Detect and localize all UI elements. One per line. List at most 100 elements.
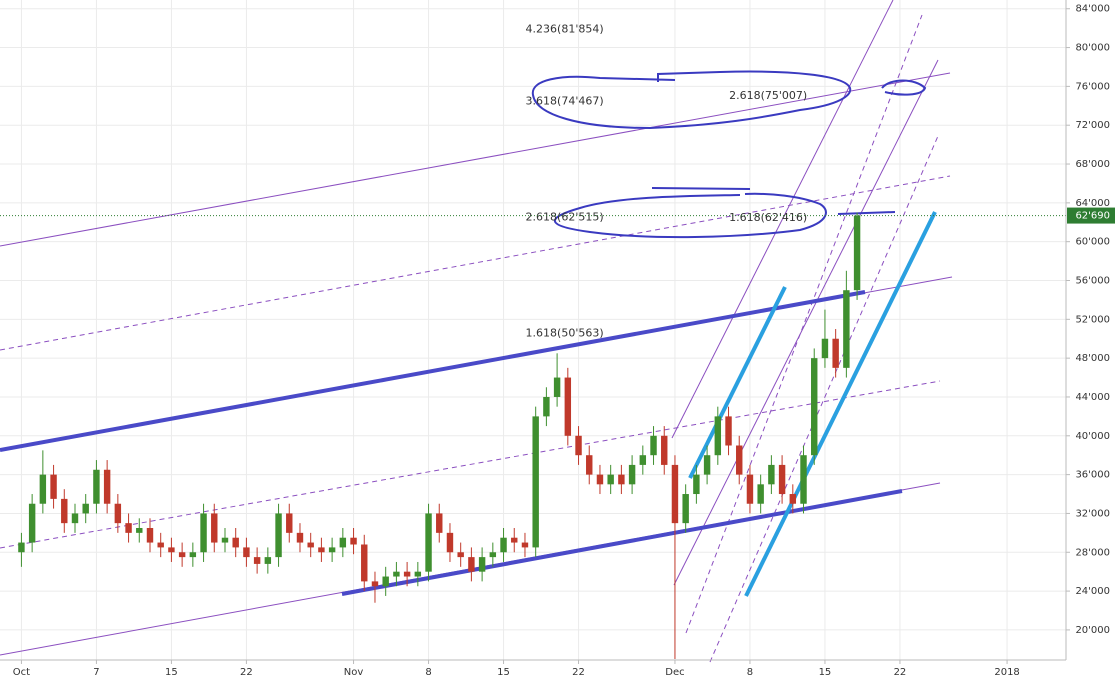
y-tick-label: 80'000 — [1075, 43, 1110, 54]
candle-body — [296, 532, 304, 543]
fib-label: 1.618(50'563) — [526, 326, 604, 339]
candle-body — [93, 469, 100, 504]
candle-body — [800, 455, 807, 504]
candle-body — [832, 338, 839, 368]
candle-body — [125, 523, 132, 533]
candle-body — [543, 396, 550, 417]
x-tick-label: 2018 — [994, 667, 1019, 678]
candle-body — [157, 542, 164, 548]
candle-body — [757, 484, 764, 504]
last-price-tag — [1067, 207, 1115, 224]
candle-body — [811, 358, 818, 456]
candle-body — [146, 528, 154, 543]
x-tick-label: 7 — [93, 667, 99, 678]
candle-body — [39, 474, 47, 504]
candle-body — [286, 513, 293, 533]
y-axis-panel — [1066, 0, 1115, 683]
candle-body — [575, 435, 582, 456]
candle-body — [607, 474, 614, 485]
x-tick-label: 22 — [894, 667, 907, 678]
candle-body — [307, 542, 314, 548]
candle-body — [178, 552, 186, 558]
candle-body — [211, 513, 218, 543]
y-tick-label: 28'000 — [1075, 547, 1110, 558]
x-tick-label: 22 — [240, 667, 253, 678]
y-tick-label: 76'000 — [1075, 81, 1110, 92]
x-tick-label: 15 — [819, 667, 832, 678]
candle-body — [682, 494, 689, 524]
candle-body — [661, 435, 668, 465]
channel-line — [341, 489, 903, 596]
candle-body — [768, 464, 775, 485]
y-tick-label: 48'000 — [1075, 353, 1110, 364]
x-tick-label: Nov — [344, 667, 364, 678]
freehand-circle — [881, 79, 927, 96]
candle-body — [253, 557, 261, 564]
candle-body — [136, 528, 143, 533]
candle-body — [264, 557, 272, 564]
candle-body — [746, 474, 754, 504]
candle-body — [28, 503, 36, 543]
y-tick-label: 24'000 — [1075, 586, 1110, 597]
trend-line — [671, 0, 894, 439]
y-tick-label: 64'000 — [1075, 198, 1110, 209]
y-tick-label: 60'000 — [1075, 237, 1110, 248]
trend-line — [0, 175, 951, 351]
candle-body — [489, 552, 497, 558]
candle-body — [221, 537, 229, 543]
candle-body — [789, 494, 797, 504]
candle-body — [275, 513, 282, 558]
candle-body — [82, 503, 89, 514]
trend-line — [685, 14, 923, 634]
trend-line — [709, 135, 939, 663]
candle-body — [350, 537, 357, 545]
y-tick-label: 44'000 — [1075, 392, 1110, 403]
candle-body — [618, 474, 625, 485]
candle-body — [725, 416, 732, 446]
freehand-circle — [554, 187, 827, 239]
candle-body — [821, 338, 829, 359]
candle-body — [189, 552, 197, 558]
candle-body — [114, 503, 122, 524]
candle-body — [50, 474, 57, 499]
candle-body — [18, 542, 25, 553]
drawings — [0, 0, 953, 663]
candle-body — [103, 469, 111, 504]
candle-body — [425, 513, 432, 572]
y-tick-label: 32'000 — [1075, 508, 1110, 519]
y-tick-label: 84'000 — [1075, 4, 1110, 15]
candle-body — [532, 416, 539, 548]
y-tick-label: 56'000 — [1075, 276, 1110, 287]
candle-body — [714, 416, 722, 456]
channel-line — [0, 290, 866, 452]
fib-label: 2.618(62'515) — [526, 210, 604, 223]
candle-body — [671, 464, 679, 524]
x-tick-label: 15 — [165, 667, 178, 678]
y-tick-label: 36'000 — [1075, 470, 1110, 481]
candles — [18, 212, 861, 660]
x-tick-label: 15 — [497, 667, 510, 678]
candle-body — [232, 537, 239, 548]
x-tick-label: Oct — [13, 667, 30, 678]
candle-body — [371, 581, 379, 587]
candle-body — [628, 464, 636, 485]
candle-body — [446, 532, 454, 553]
freehand-line — [837, 211, 896, 215]
candle-body — [243, 547, 250, 558]
candle-body — [703, 455, 711, 475]
candle-body — [521, 542, 529, 548]
candle-body — [511, 537, 518, 543]
candle-body — [361, 544, 368, 582]
candle-body — [564, 377, 572, 436]
candle-body — [318, 547, 325, 553]
x-tick-label: 8 — [425, 667, 431, 678]
y-tick-label: 40'000 — [1075, 431, 1110, 442]
candle-body — [200, 513, 207, 553]
trend-line-blue — [744, 211, 937, 597]
candle-body — [693, 474, 700, 495]
candle-body — [596, 474, 604, 485]
last-price-label: 62'690 — [1075, 211, 1110, 222]
trend-line — [0, 72, 951, 247]
candle-body — [500, 537, 507, 553]
